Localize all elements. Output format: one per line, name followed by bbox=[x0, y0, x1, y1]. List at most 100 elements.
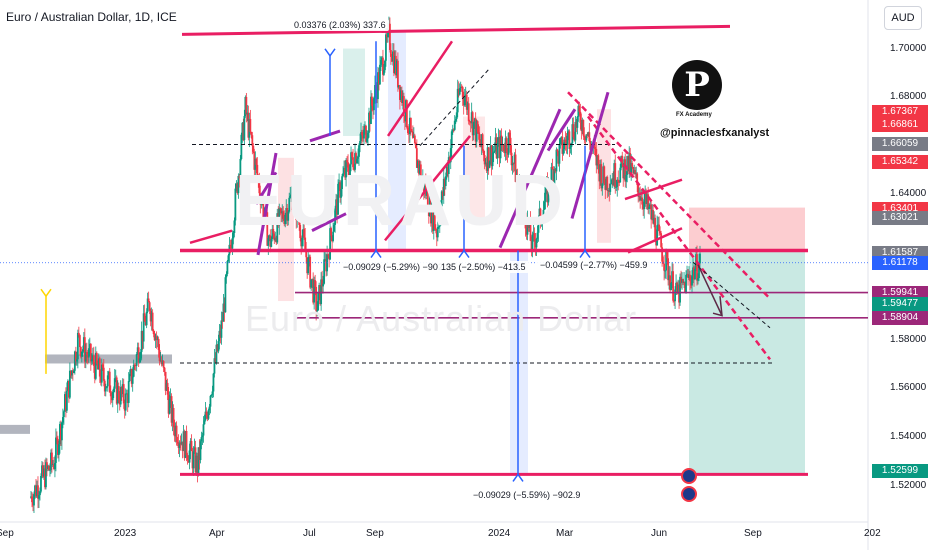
candle-body bbox=[641, 197, 644, 205]
candle-body bbox=[342, 173, 344, 177]
candle-body bbox=[165, 382, 168, 391]
candle-body bbox=[494, 137, 497, 151]
channel-top bbox=[567, 91, 771, 300]
trend-line bbox=[189, 229, 233, 244]
candle-body bbox=[564, 139, 567, 143]
candle-body bbox=[677, 284, 679, 294]
candle-body bbox=[174, 425, 177, 437]
candle-body bbox=[158, 350, 161, 362]
candle-body bbox=[345, 160, 347, 178]
candle-body bbox=[509, 137, 512, 153]
candle-body bbox=[366, 138, 368, 142]
candle-body bbox=[171, 407, 174, 423]
candle-body bbox=[74, 351, 77, 362]
time-tick-label: Sep bbox=[366, 528, 384, 539]
candle-body bbox=[653, 217, 656, 224]
candle-body bbox=[576, 116, 579, 128]
candle-body bbox=[614, 163, 617, 188]
candle-body bbox=[463, 98, 466, 106]
candle-body bbox=[63, 394, 66, 412]
candle-body bbox=[365, 125, 367, 142]
pattern-line bbox=[498, 108, 562, 249]
candle-body bbox=[544, 186, 547, 202]
candle-body bbox=[589, 141, 592, 150]
candle-body bbox=[89, 343, 92, 362]
measure-label-drop-3: −0.04599 (−2.77%) −459.9 bbox=[537, 259, 651, 271]
candle-body bbox=[410, 130, 413, 132]
candle-body bbox=[663, 263, 666, 271]
candle-body bbox=[581, 119, 584, 132]
candle-body bbox=[582, 119, 585, 136]
candle-body bbox=[485, 162, 488, 171]
candle-body bbox=[92, 355, 95, 366]
candle-body bbox=[188, 450, 191, 463]
candle-body bbox=[47, 465, 49, 469]
candle-body bbox=[77, 332, 80, 336]
candle-body bbox=[244, 97, 247, 117]
candle-body bbox=[312, 278, 315, 303]
candle-body bbox=[70, 370, 73, 376]
candle-body bbox=[213, 358, 216, 374]
candle-body bbox=[87, 348, 90, 358]
candle-body bbox=[187, 460, 190, 463]
candle-body bbox=[179, 442, 182, 445]
candle-body bbox=[193, 447, 196, 452]
candle-body bbox=[444, 176, 447, 187]
candle-body bbox=[96, 363, 99, 370]
candle-body bbox=[697, 278, 699, 281]
candle-body bbox=[251, 135, 254, 146]
candle-body bbox=[693, 267, 695, 280]
candle-body bbox=[58, 444, 60, 455]
candle-body bbox=[661, 247, 664, 262]
candle-body bbox=[619, 167, 622, 183]
candle-body bbox=[42, 465, 44, 477]
candle-body bbox=[644, 191, 647, 200]
candle-body bbox=[671, 271, 673, 284]
candle-body bbox=[615, 187, 618, 188]
candle-body bbox=[336, 199, 338, 215]
candle-body bbox=[595, 148, 598, 166]
supply-zone bbox=[45, 354, 172, 364]
price-tag: 1.59477 bbox=[872, 297, 928, 312]
candle-body bbox=[651, 210, 654, 220]
candle-body bbox=[426, 189, 429, 211]
candle-body bbox=[339, 182, 341, 198]
candle-body bbox=[580, 122, 583, 132]
candle-body bbox=[462, 97, 465, 106]
candle-body bbox=[258, 179, 261, 194]
candle-body bbox=[440, 191, 443, 207]
candle-body bbox=[673, 300, 675, 302]
candle-body bbox=[247, 112, 250, 138]
candle-body bbox=[525, 228, 528, 235]
candle-body bbox=[181, 441, 184, 452]
candle-body bbox=[628, 153, 631, 172]
currency-button[interactable]: AUD bbox=[884, 6, 922, 30]
candle-body bbox=[358, 145, 360, 157]
candle-body bbox=[238, 175, 241, 179]
candle-body bbox=[474, 118, 477, 142]
candle-body bbox=[324, 259, 327, 260]
candle-body bbox=[438, 223, 441, 227]
candle-body bbox=[242, 122, 245, 141]
pattern-line bbox=[256, 152, 278, 256]
measure-box bbox=[343, 48, 365, 136]
candle-body bbox=[66, 380, 69, 391]
event-flag-icon[interactable] bbox=[681, 486, 697, 502]
candle-body bbox=[135, 354, 138, 366]
candle-body bbox=[69, 370, 72, 376]
candle-body bbox=[421, 176, 424, 178]
candle-body bbox=[460, 86, 463, 88]
candle-body bbox=[76, 332, 79, 360]
candle-body bbox=[674, 289, 676, 302]
candle-body bbox=[186, 455, 189, 461]
candle-body bbox=[113, 378, 116, 389]
candle-body bbox=[688, 274, 690, 278]
candle-body bbox=[255, 158, 258, 165]
candle-body bbox=[132, 364, 135, 377]
event-flag-icon[interactable] bbox=[681, 468, 697, 484]
candle-body bbox=[508, 132, 511, 138]
candle-body bbox=[640, 197, 643, 201]
candle-body bbox=[295, 192, 298, 221]
candle-body bbox=[520, 199, 523, 208]
